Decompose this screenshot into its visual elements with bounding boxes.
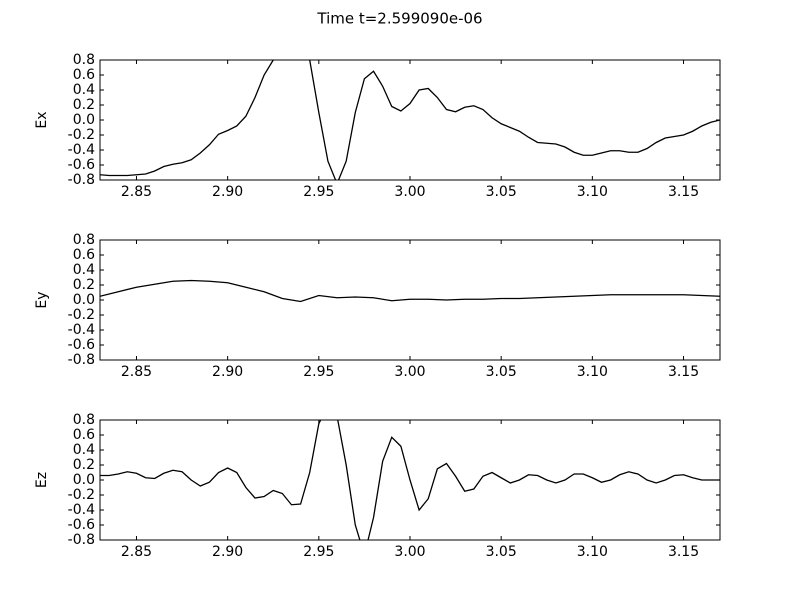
y-tick-label: 0.4 [73, 262, 95, 278]
y-tick-label: -0.6 [68, 517, 95, 533]
y-axis-label: Ez [34, 472, 50, 488]
y-tick-label: 0.6 [73, 427, 95, 443]
y-tick-label: -0.4 [68, 502, 95, 518]
x-tick-label: 2.95 [303, 184, 334, 200]
y-tick-label: -0.8 [68, 352, 95, 368]
y-tick-label: 0.6 [73, 67, 95, 83]
data-line [100, 60, 720, 180]
y-tick-label: 0.0 [73, 292, 95, 308]
y-tick-label: 0.2 [73, 97, 95, 113]
y-axis-label: Ey [34, 291, 50, 308]
figure-title: Time t=2.599090e-06 [316, 10, 482, 28]
y-tick-label: 0.0 [73, 112, 95, 128]
x-tick-label: 3.10 [577, 544, 608, 560]
x-tick-label: 2.90 [212, 364, 243, 380]
x-tick-label: 2.85 [121, 364, 152, 380]
x-tick-label: 3.15 [668, 544, 699, 560]
x-tick-label: 2.85 [121, 544, 152, 560]
y-tick-label: -0.4 [68, 142, 95, 158]
y-tick-label: -0.2 [68, 487, 95, 503]
y-tick-label: -0.8 [68, 532, 95, 548]
y-tick-label: 0.8 [73, 412, 95, 428]
x-tick-label: 3.05 [486, 184, 517, 200]
y-tick-label: -0.2 [68, 127, 95, 143]
x-tick-label: 3.05 [486, 544, 517, 560]
y-tick-label: 0.2 [73, 457, 95, 473]
y-tick-label: 0.8 [73, 232, 95, 248]
x-tick-label: 2.95 [303, 544, 334, 560]
x-tick-label: 2.95 [303, 364, 334, 380]
y-tick-label: 0.4 [73, 442, 95, 458]
x-tick-label: 3.05 [486, 364, 517, 380]
x-tick-label: 3.10 [577, 184, 608, 200]
x-tick-label: 2.90 [212, 544, 243, 560]
y-tick-label: -0.8 [68, 172, 95, 188]
x-tick-label: 2.85 [121, 184, 152, 200]
y-tick-label: 0.2 [73, 277, 95, 293]
y-tick-label: -0.4 [68, 322, 95, 338]
data-line [100, 420, 720, 540]
y-tick-label: -0.6 [68, 157, 95, 173]
y-tick-label: -0.2 [68, 307, 95, 323]
x-tick-label: 3.15 [668, 184, 699, 200]
data-line [100, 279, 720, 303]
y-tick-label: 0.4 [73, 82, 95, 98]
y-tick-label: -0.6 [68, 337, 95, 353]
x-tick-label: 3.00 [394, 544, 425, 560]
y-tick-label: 0.8 [73, 52, 95, 68]
y-tick-label: 0.6 [73, 247, 95, 263]
y-tick-label: 0.0 [73, 472, 95, 488]
x-tick-label: 2.90 [212, 184, 243, 200]
x-tick-label: 3.10 [577, 364, 608, 380]
x-tick-label: 3.00 [394, 364, 425, 380]
y-axis-label: Ex [34, 111, 50, 128]
x-tick-label: 3.00 [394, 184, 425, 200]
x-tick-label: 3.15 [668, 364, 699, 380]
